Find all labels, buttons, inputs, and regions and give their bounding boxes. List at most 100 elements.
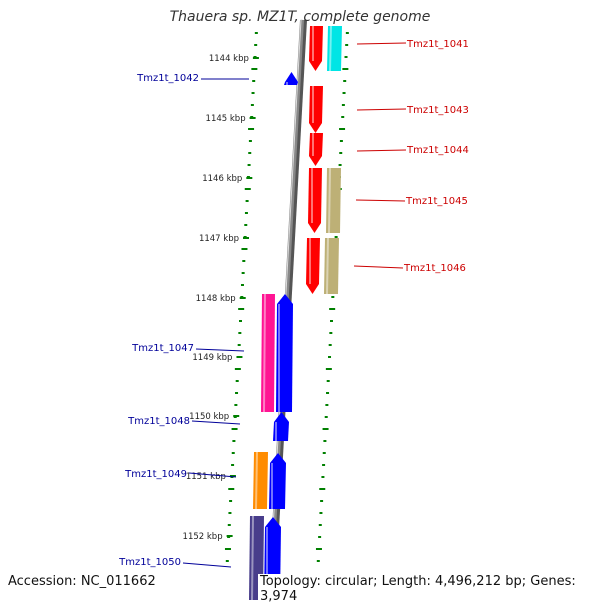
cog-bar-tmz1t-1041-highlight (329, 25, 332, 72)
ruler-label: 1147 kbp (199, 234, 239, 244)
ruler: 1144 kbp 1145 kbp 1146 kbp 1147 kbp 1148 kbp… (183, 54, 259, 542)
gene-label-text: Tmz1t_1044 (406, 145, 469, 156)
map-title: Thauera sp. MZ1T, complete genome (169, 9, 431, 25)
gc-dot (321, 476, 325, 478)
ruler-label: 1151 kbp (186, 472, 226, 482)
ruler-label: 1149 kbp (192, 353, 232, 363)
gc-dot (322, 464, 326, 466)
cog-bar-tmz1t-1045 (326, 168, 341, 233)
gc-dot (324, 416, 328, 418)
gc-dot (229, 500, 233, 502)
gc-dot (231, 452, 235, 454)
gc-dot (241, 272, 245, 274)
gene-label-tmz1t-1046: Tmz1t_1046 (353, 263, 466, 274)
gc-dot (325, 404, 329, 406)
gc-dot (247, 164, 251, 166)
ruler-tick (243, 237, 250, 239)
gene-label-text: Tmz1t_1045 (405, 196, 468, 207)
gc-dot (240, 284, 244, 286)
gene-label-tmz1t-1048: Tmz1t_1048 (127, 416, 241, 427)
gene-leader-line (356, 149, 407, 152)
gc-dot (341, 116, 345, 118)
cds-arrow-tmz1t-1042 (284, 72, 298, 85)
gc-dot (232, 440, 236, 442)
gene-label-text: Tmz1t_1049 (124, 469, 187, 480)
gc-dot (322, 452, 326, 454)
gc-dot (328, 356, 332, 358)
cds-arrow-tmz1t-1046 (306, 238, 320, 294)
gc-dot (342, 92, 346, 94)
gc-dot (234, 404, 238, 406)
gc-dot (237, 344, 241, 346)
gene-label-text: Tmz1t_1046 (403, 263, 466, 274)
gene-leader-line (195, 348, 245, 352)
gc-dot (227, 524, 231, 526)
gc-dot (319, 512, 323, 514)
ruler-tick (233, 415, 240, 417)
gc-dot (248, 152, 252, 154)
ruler-tick (229, 475, 236, 477)
gc-dot (334, 236, 338, 238)
gc-dot (224, 548, 231, 550)
cog-bar-tmz1t-1047-highlight (263, 293, 266, 413)
gc-dot (318, 524, 322, 526)
cds-arrow-tmz1t-1041 (309, 26, 323, 71)
gc-dot (326, 380, 330, 382)
cds-arrow-tmz1t-1047 (276, 294, 293, 412)
cog-bar-tmz1t-1045-highlight (328, 167, 331, 234)
cog-bar-tmz1t-1049-highlight (255, 451, 258, 510)
gc-dot (315, 548, 322, 550)
gene-label-tmz1t-1050: Tmz1t_1050 (118, 557, 232, 568)
gc-dot (241, 248, 248, 250)
cds-arrow-tmz1t-1043 (309, 86, 323, 133)
ruler-label: 1150 kbp (189, 412, 229, 422)
gc-dot (326, 392, 330, 394)
gene-leader-line (355, 199, 406, 202)
gene-label-tmz1t-1044: Tmz1t_1044 (356, 145, 469, 156)
ruler-tick (239, 297, 246, 299)
gc-dot (228, 512, 232, 514)
gc-dot (239, 320, 242, 322)
gc-dot (343, 80, 347, 82)
gene-label-tmz1t-1041: Tmz1t_1041 (356, 39, 469, 50)
cog-bar-tmz1t-1041 (327, 26, 342, 71)
gene-label-text: Tmz1t_1050 (118, 557, 181, 568)
gene-leader-line (356, 108, 407, 111)
gene-label-tmz1t-1042: Tmz1t_1042 (136, 73, 249, 84)
gc-dot (338, 164, 342, 166)
ruler-tick (226, 535, 233, 537)
gc-dot (339, 140, 343, 142)
gene-leader-line (356, 42, 407, 45)
gc-dot (235, 392, 239, 394)
gene-label-text: Tmz1t_1048 (127, 416, 190, 427)
gc-dot (252, 80, 256, 82)
cog-bar-tmz1t-1049 (253, 452, 268, 509)
ruler-label: 1144 kbp (209, 54, 249, 64)
gc-dot (234, 368, 241, 370)
gc-dot (318, 536, 322, 538)
gc-dot (344, 56, 348, 58)
cog-bar-tmz1t-1047 (261, 294, 275, 412)
cog-bar-tmz1t-1050-highlight (251, 515, 254, 600)
gc-dot (242, 260, 246, 262)
gc-dot (325, 368, 332, 370)
gc-dot (320, 500, 324, 502)
gc-dot (342, 68, 349, 70)
gc-dot (235, 380, 239, 382)
cds-arrow-tmz1t-1045 (308, 168, 322, 233)
genome-summary-text: Topology: circular; Length: 4,496,212 bp… (258, 574, 600, 604)
ruler-label: 1145 kbp (206, 114, 246, 124)
gene-leader-line (191, 420, 241, 425)
gc-dot (328, 344, 332, 346)
gene-label-tmz1t-1043: Tmz1t_1043 (356, 105, 469, 116)
gene-label-text: Tmz1t_1042 (136, 73, 199, 84)
gc-dot (339, 152, 343, 154)
cds-arrow-tmz1t-1048 (273, 412, 289, 441)
gene-label-text: Tmz1t_1043 (406, 105, 469, 116)
gc-dot (248, 128, 255, 130)
gc-dot (225, 560, 229, 562)
cog-bar-tmz1t-1046-highlight (326, 237, 329, 295)
gc-dot (316, 560, 320, 562)
gc-dot (251, 68, 258, 70)
